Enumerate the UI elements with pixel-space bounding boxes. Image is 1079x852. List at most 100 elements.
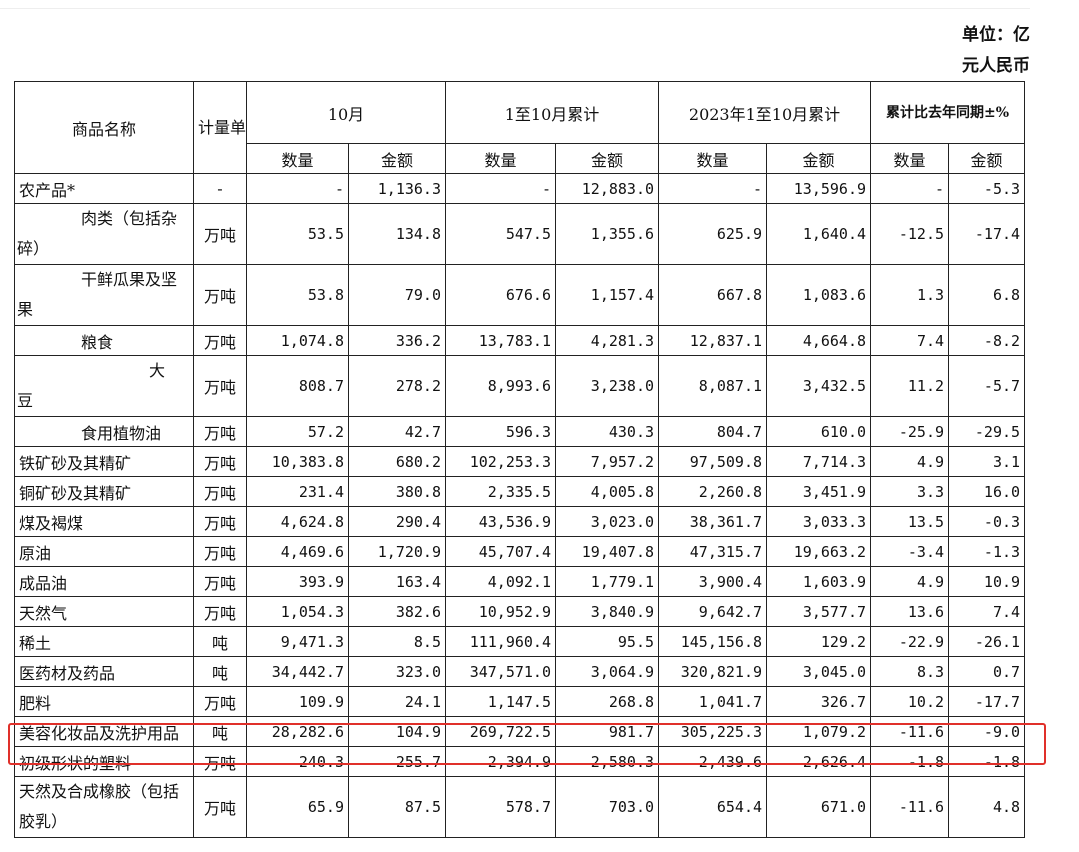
value-cell: 3,840.9 <box>554 596 660 627</box>
table-row: 成品油 万吨 393.9 163.4 4,092.1 1,779.1 3,900… <box>14 566 1026 597</box>
value-cell: 16.0 <box>948 476 1026 507</box>
value-cell: -22.9 <box>870 626 950 657</box>
value-cell: 1,157.4 <box>554 264 660 326</box>
value-cell: -11.6 <box>870 716 950 747</box>
table-body: 商品名称 计量单位 10月 1至10月累计 2023年1至10月累计 累计比去年… <box>14 81 1026 838</box>
unit-cell: 万吨 <box>193 264 247 326</box>
value-cell: 578.7 <box>445 776 556 838</box>
value-cell: 13,783.1 <box>445 325 556 356</box>
value-cell: 24.1 <box>348 686 446 717</box>
commodity-name: 天然及合成橡胶（包括 胶乳） <box>14 776 194 838</box>
unit-cell: 万吨 <box>193 536 247 567</box>
value-cell: 610.0 <box>766 416 872 447</box>
value-cell: 7,957.2 <box>554 446 660 477</box>
value-cell: 3,432.5 <box>766 355 872 417</box>
value-cell: 3,033.3 <box>766 506 872 537</box>
value-cell: -1.8 <box>870 746 950 777</box>
value-cell: 3.3 <box>870 476 950 507</box>
value-cell: 57.2 <box>246 416 349 447</box>
table-row: 粮食 万吨 1,074.8 336.2 13,783.1 4,281.3 12,… <box>14 325 1026 356</box>
value-cell: 134.8 <box>348 203 446 265</box>
value-cell: 2,394.9 <box>445 746 556 777</box>
table-row-highlighted: 美容化妆品及洗护用品 吨 28,282.6 104.9 269,722.5 98… <box>14 716 1026 747</box>
value-cell: 10.9 <box>948 566 1026 597</box>
value-cell: 305,225.3 <box>658 716 768 747</box>
value-cell: -1.3 <box>948 536 1026 567</box>
value-cell: 326.7 <box>766 686 872 717</box>
value-cell: 1,083.6 <box>766 264 872 326</box>
commodity-name: 煤及褐煤 <box>14 506 194 537</box>
value-cell: 347,571.0 <box>445 656 556 687</box>
commodity-name: 美容化妆品及洗护用品 <box>14 716 194 747</box>
commodity-name: 大豆 <box>14 355 194 417</box>
value-cell: -9.0 <box>948 716 1026 747</box>
value-cell: 1.3 <box>870 264 950 326</box>
value-cell: 393.9 <box>246 566 349 597</box>
value-cell: 268.8 <box>554 686 660 717</box>
header-name: 商品名称 <box>14 81 194 174</box>
value-cell: 808.7 <box>246 355 349 417</box>
unit-cell: 万吨 <box>193 506 247 537</box>
unit-cell: - <box>193 173 247 204</box>
value-cell: 11.2 <box>870 355 950 417</box>
commodity-name-line1: 大 <box>149 361 166 380</box>
value-cell: 3,577.7 <box>766 596 872 627</box>
value-cell: 981.7 <box>554 716 660 747</box>
value-cell: - <box>658 173 768 204</box>
value-cell: 53.5 <box>246 203 349 265</box>
value-cell: -17.4 <box>948 203 1026 265</box>
value-cell: -3.4 <box>870 536 950 567</box>
commodity-name: 原油 <box>14 536 194 567</box>
top-divider <box>0 8 1030 9</box>
value-cell: 9,642.7 <box>658 596 768 627</box>
import-commodity-table: 商品名称 计量单位 10月 1至10月累计 2023年1至10月累计 累计比去年… <box>14 81 1026 838</box>
table-row: 大豆 万吨 808.7 278.2 8,993.6 3,238.0 8,087.… <box>14 355 1026 417</box>
value-cell: 671.0 <box>766 776 872 838</box>
unit-cell: 万吨 <box>193 203 247 265</box>
unit-note-line1: 单位：亿 <box>962 25 1030 45</box>
value-cell: 8,087.1 <box>658 355 768 417</box>
value-cell: 2,335.5 <box>445 476 556 507</box>
header-qty: 数量 <box>246 143 349 174</box>
commodity-name: 肥料 <box>14 686 194 717</box>
value-cell: 145,156.8 <box>658 626 768 657</box>
value-cell: 42.7 <box>348 416 446 447</box>
value-cell: 2,580.3 <box>554 746 660 777</box>
value-cell: 382.6 <box>348 596 446 627</box>
value-cell: 7,714.3 <box>766 446 872 477</box>
value-cell: -17.7 <box>948 686 1026 717</box>
unit-cell: 吨 <box>193 716 247 747</box>
unit-cell: 吨 <box>193 656 247 687</box>
header-row-1: 商品名称 计量单位 10月 1至10月累计 2023年1至10月累计 累计比去年… <box>14 81 1026 174</box>
header-qty: 数量 <box>870 143 950 174</box>
header-oct: 10月 <box>246 81 446 144</box>
header-amt: 金额 <box>766 143 872 174</box>
value-cell: 7.4 <box>870 325 950 356</box>
value-cell: 430.3 <box>554 416 660 447</box>
header-row-2: 数量 金额 数量 金额 数量 金额 数量 金额 <box>15 143 1026 174</box>
value-cell: 1,054.3 <box>246 596 349 627</box>
unit-cell: 万吨 <box>193 596 247 627</box>
unit-cell: 万吨 <box>193 746 247 777</box>
value-cell: -26.1 <box>948 626 1026 657</box>
value-cell: 3,064.9 <box>554 656 660 687</box>
commodity-name: 农产品* <box>14 173 194 204</box>
value-cell: -25.9 <box>870 416 950 447</box>
value-cell: - <box>246 173 349 204</box>
value-cell: 104.9 <box>348 716 446 747</box>
unit-note: 单位：亿 元人民币 <box>940 20 1030 82</box>
value-cell: 28,282.6 <box>246 716 349 747</box>
value-cell: 4,092.1 <box>445 566 556 597</box>
value-cell: 667.8 <box>658 264 768 326</box>
commodity-name-line2: 碎） <box>17 239 50 258</box>
value-cell: 1,779.1 <box>554 566 660 597</box>
value-cell: 320,821.9 <box>658 656 768 687</box>
value-cell: 278.2 <box>348 355 446 417</box>
header-amt: 金额 <box>348 143 446 174</box>
value-cell: 269,722.5 <box>445 716 556 747</box>
commodity-name-line2: 胶乳） <box>19 812 68 831</box>
value-cell: 34,442.7 <box>246 656 349 687</box>
value-cell: 8.3 <box>870 656 950 687</box>
header-prev-jan-oct: 2023年1至10月累计 <box>658 81 872 144</box>
unit-note-line2: 元人民币 <box>962 56 1030 76</box>
